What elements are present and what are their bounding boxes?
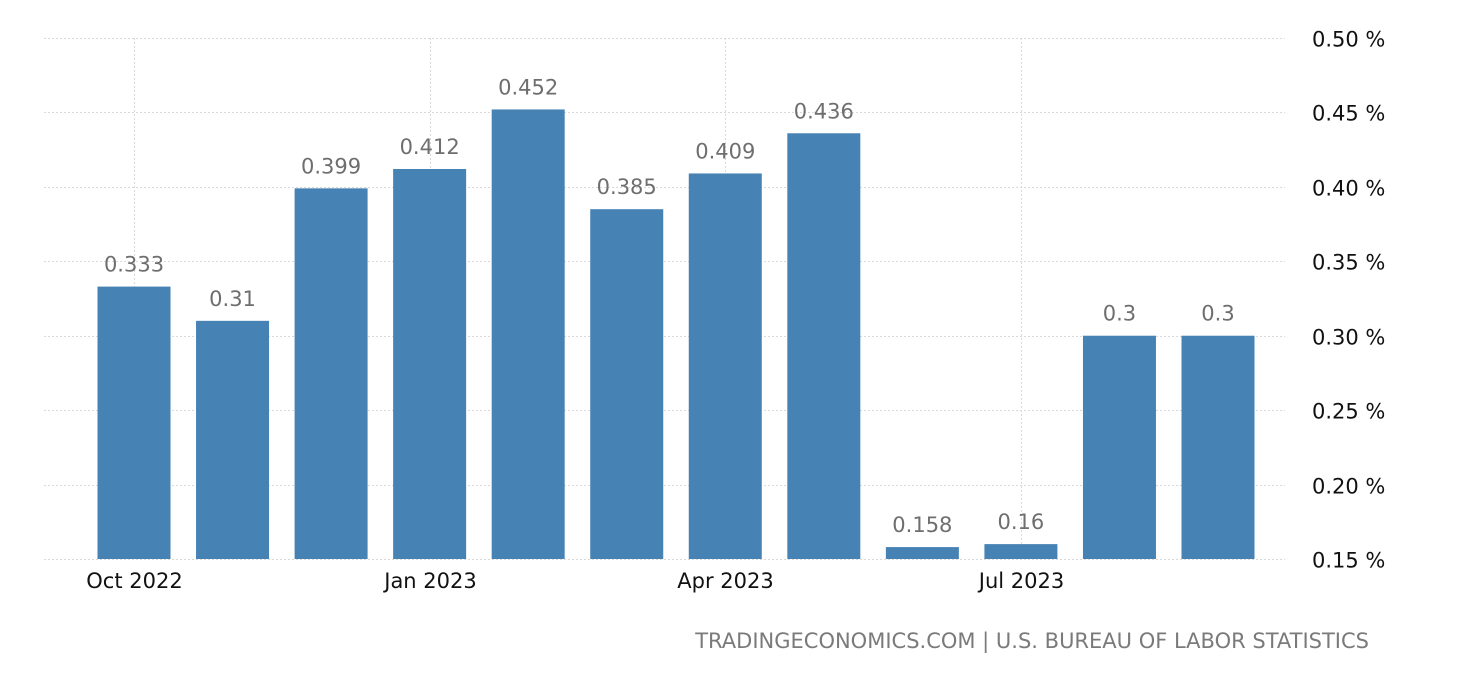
y-tick-label: 0.50 % bbox=[1312, 28, 1385, 52]
data-label: 0.333 bbox=[104, 253, 164, 277]
data-label: 0.436 bbox=[794, 99, 854, 123]
data-label: 0.3 bbox=[1201, 302, 1234, 326]
bar bbox=[885, 547, 959, 559]
bar bbox=[590, 209, 664, 559]
data-label: 0.16 bbox=[998, 510, 1045, 534]
data-label: 0.409 bbox=[695, 139, 755, 163]
bar bbox=[294, 188, 368, 560]
bar bbox=[688, 173, 762, 559]
x-tick-label: Oct 2022 bbox=[86, 569, 182, 593]
x-tick-label: Apr 2023 bbox=[677, 569, 773, 593]
data-label: 0.3 bbox=[1103, 302, 1136, 326]
bar bbox=[984, 544, 1058, 559]
data-label: 0.31 bbox=[209, 287, 256, 311]
bar bbox=[491, 109, 565, 560]
data-label: 0.452 bbox=[498, 75, 558, 99]
y-tick-label: 0.30 % bbox=[1312, 326, 1385, 350]
y-tick-label: 0.15 % bbox=[1312, 549, 1385, 573]
y-tick-label: 0.45 % bbox=[1312, 102, 1385, 126]
bar bbox=[97, 286, 171, 559]
bar bbox=[196, 320, 270, 559]
source-credit: TRADINGECONOMICS.COM | U.S. BUREAU OF LA… bbox=[695, 629, 1369, 653]
y-axis: 0.15 % 0.20 % 0.25 % 0.30 % 0.35 % 0.40 % 0.45… bbox=[1312, 28, 1385, 573]
x-axis: Oct 2022 Jan 2023 Apr 2023 Jul 2023 bbox=[86, 569, 1064, 593]
bar bbox=[787, 133, 861, 560]
x-tick-label: Jul 2023 bbox=[977, 569, 1064, 593]
bars bbox=[97, 109, 1255, 560]
y-tick-label: 0.25 % bbox=[1312, 400, 1385, 424]
data-label: 0.412 bbox=[400, 135, 460, 159]
data-label: 0.399 bbox=[301, 154, 361, 178]
x-tick-label: Jan 2023 bbox=[382, 569, 477, 593]
data-labels: 0.333 0.31 0.399 0.412 0.452 0.385 0.409 0.436 0… bbox=[104, 75, 1235, 537]
y-tick-label: 0.35 % bbox=[1312, 251, 1385, 275]
bar bbox=[393, 168, 467, 559]
bar bbox=[1181, 335, 1255, 559]
data-label: 0.158 bbox=[892, 513, 952, 537]
y-tick-label: 0.20 % bbox=[1312, 475, 1385, 499]
bar bbox=[1082, 335, 1156, 559]
data-label: 0.385 bbox=[597, 175, 657, 199]
y-tick-label: 0.40 % bbox=[1312, 177, 1385, 201]
